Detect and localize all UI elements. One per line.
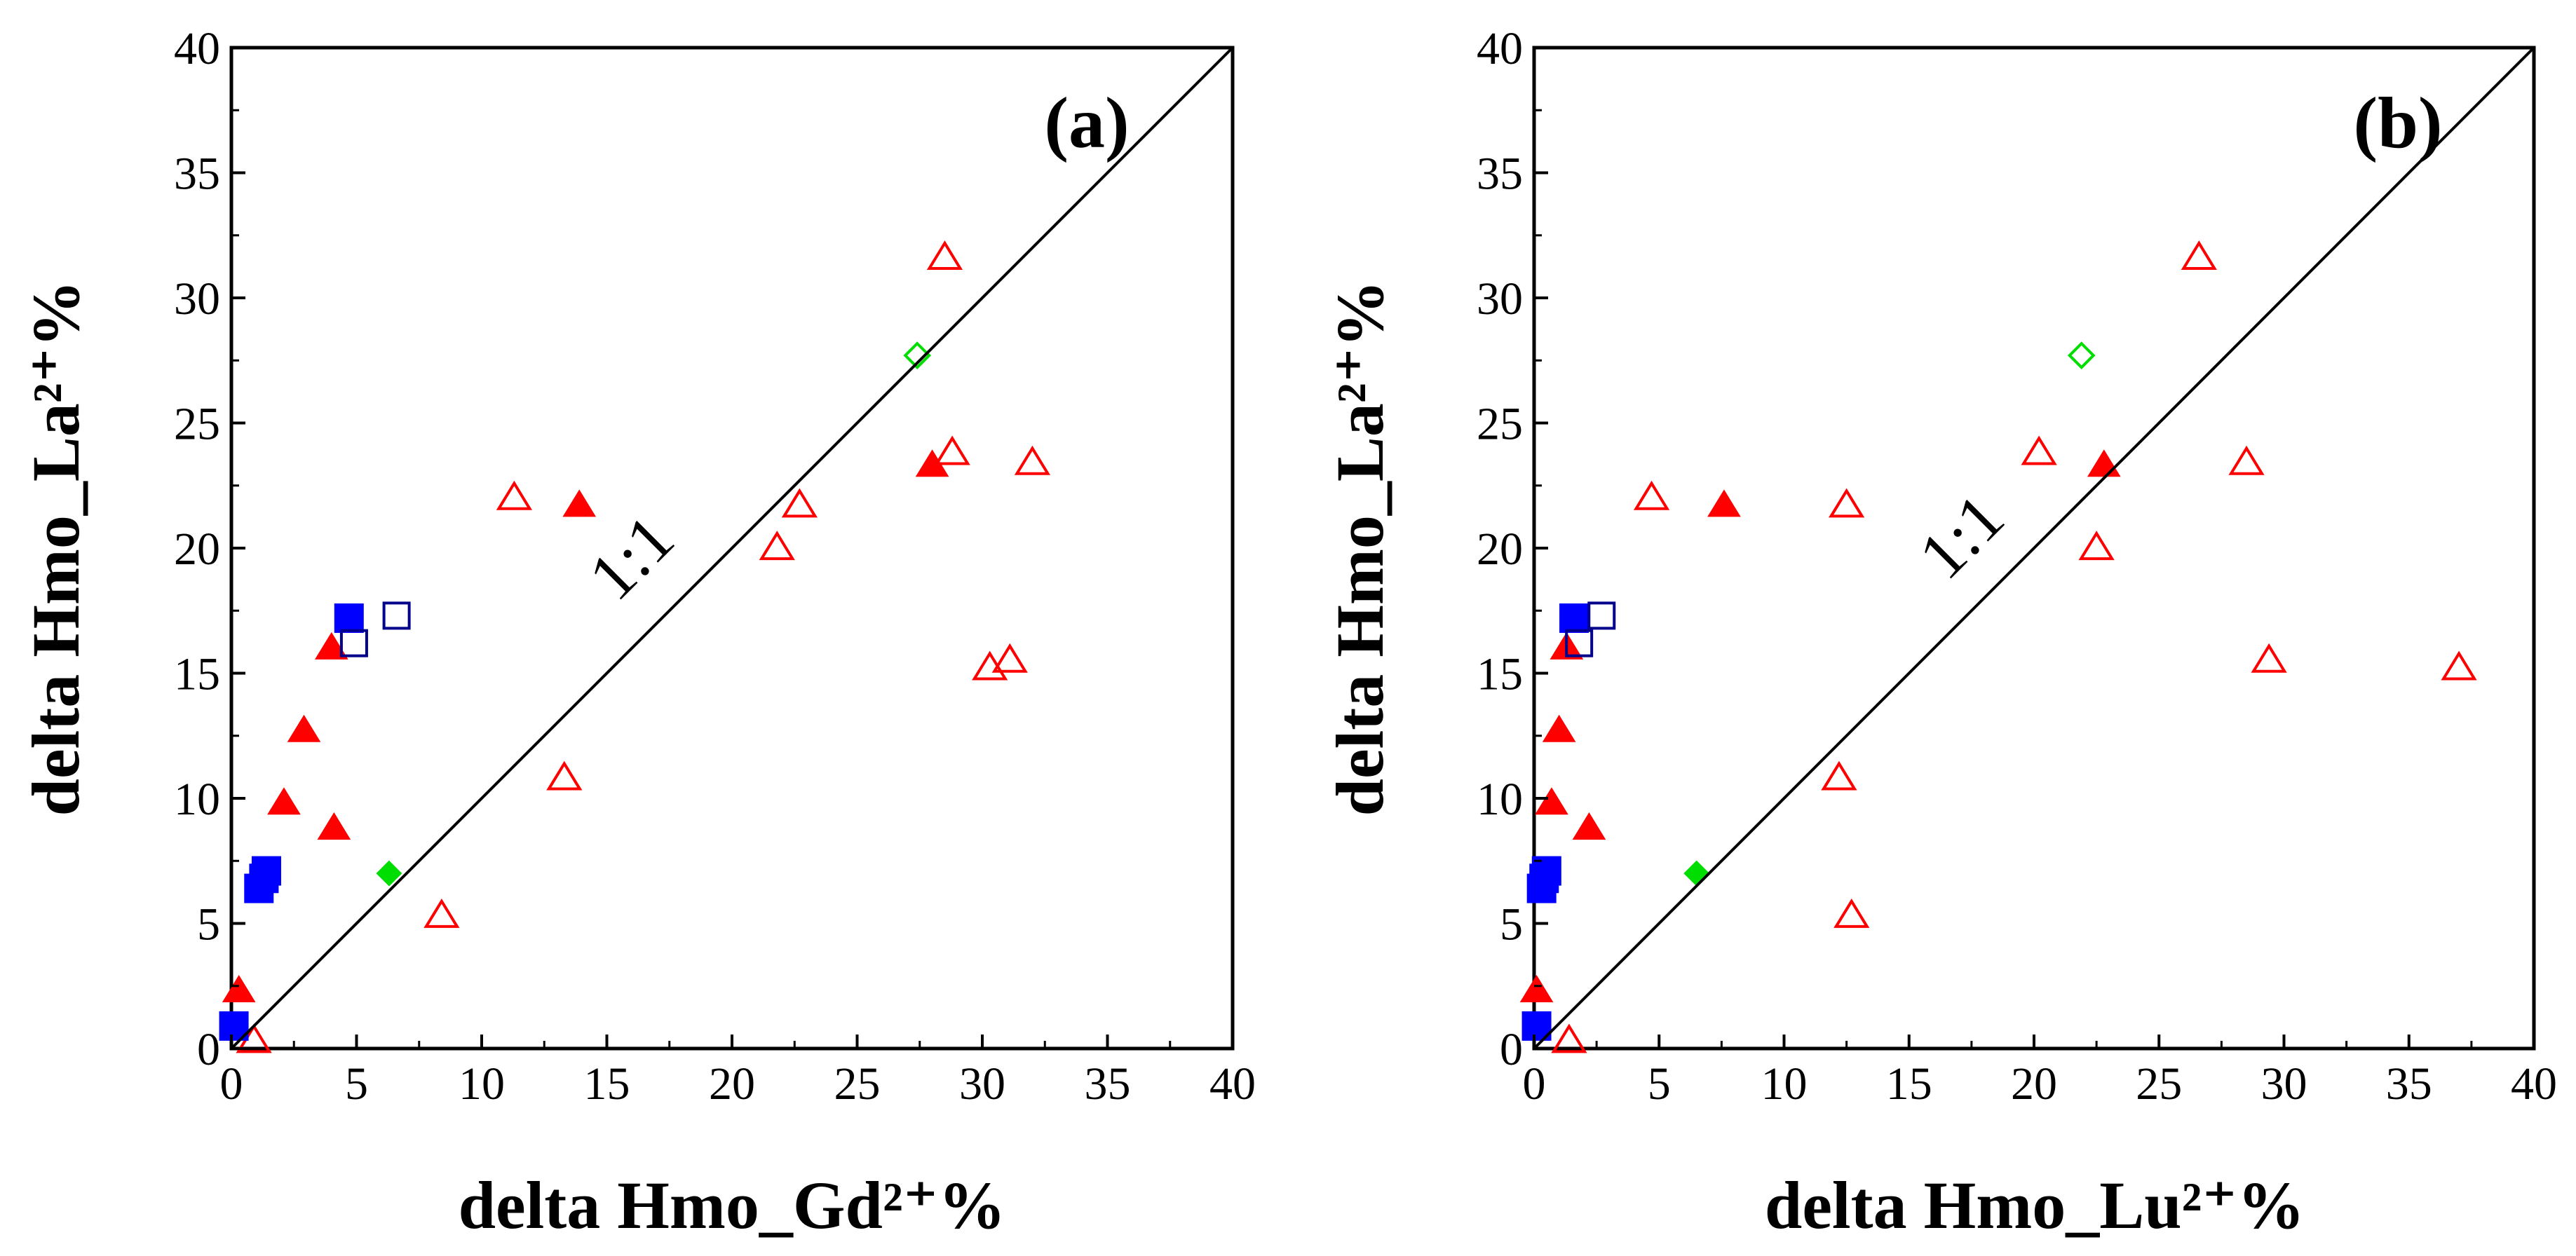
filled-triangle-marker <box>1542 714 1576 742</box>
filled-square-marker <box>1559 603 1589 633</box>
x-tick-label: 5 <box>345 1058 368 1110</box>
open-triangle-marker <box>546 760 583 791</box>
filled-triangle-marker <box>1519 974 1554 1003</box>
y-axis-title: delta Hmo_La²⁺% <box>18 280 93 817</box>
data-points <box>219 240 1051 1053</box>
open-triangle-marker <box>991 643 1028 673</box>
y-tick-label: 25 <box>174 399 220 450</box>
filled-triangle-marker <box>317 812 351 840</box>
open-triangle-marker <box>423 898 460 928</box>
axis-ticks: 0 5 10 15 20 25 30 35 40 0 5 10 15 20 25 30 35 40 <box>1477 23 2557 1110</box>
y-tick-label: 15 <box>1477 649 1523 700</box>
open-triangle-marker <box>1014 445 1051 475</box>
y-tick-label: 40 <box>1477 23 1523 74</box>
open-square-marker <box>339 629 368 657</box>
x-tick-label: 25 <box>834 1058 881 1110</box>
filled-diamond-marker <box>1683 860 1710 887</box>
y-tick-label: 10 <box>174 774 220 825</box>
open-triangle-marker <box>1633 480 1670 510</box>
x-tick-label: 15 <box>1886 1058 1932 1110</box>
filled-square-marker <box>251 856 281 886</box>
y-tick-label: 0 <box>1500 1024 1523 1075</box>
open-triangle-marker <box>1821 760 1857 791</box>
y-tick-label: 20 <box>174 524 220 575</box>
reference-line-label: 1:1 <box>574 500 688 614</box>
open-triangle-marker <box>926 240 963 270</box>
y-tick-label: 5 <box>1500 899 1523 950</box>
open-square-marker <box>382 601 411 630</box>
open-triangle-marker <box>496 480 533 510</box>
data-points <box>1519 240 2477 1053</box>
x-tick-label: 0 <box>1523 1058 1546 1110</box>
x-tick-label: 15 <box>584 1058 630 1110</box>
open-diamond-marker <box>2067 341 2096 369</box>
filled-triangle-marker <box>314 632 348 660</box>
open-triangle-marker <box>2441 650 2477 681</box>
x-tick-label: 40 <box>2511 1058 2557 1110</box>
x-tick-label: 5 <box>1648 1058 1671 1110</box>
open-triangle-marker <box>2181 240 2217 270</box>
axis-ticks: 0 5 10 15 20 25 30 35 40 0 5 10 15 20 25 30 35 40 <box>174 23 1256 1110</box>
x-tick-label: 0 <box>220 1058 243 1110</box>
y-tick-label: 30 <box>1477 273 1523 325</box>
open-triangle-marker <box>2021 435 2057 465</box>
filled-square-marker <box>219 1011 249 1041</box>
filled-triangle-marker <box>1535 787 1568 815</box>
y-tick-label: 10 <box>1477 774 1523 825</box>
open-triangle-marker <box>934 435 970 465</box>
open-triangle-marker <box>781 488 818 518</box>
x-tick-label: 10 <box>459 1058 505 1110</box>
panel-label: (a) <box>1044 83 1129 163</box>
x-tick-label: 10 <box>1761 1058 1808 1110</box>
panel-label: (b) <box>2353 83 2442 163</box>
x-axis-title: delta Hmo_Gd²⁺% <box>459 1168 1006 1243</box>
open-triangle-marker <box>972 650 1008 681</box>
filled-triangle-marker <box>267 787 301 815</box>
filled-triangle-marker <box>222 974 256 1003</box>
y-tick-label: 5 <box>197 899 220 950</box>
open-triangle-marker <box>759 531 795 561</box>
y-tick-label: 15 <box>174 649 220 700</box>
filled-diamond-marker <box>376 860 402 887</box>
y-axis-title: delta Hmo_La²⁺% <box>1322 280 1397 817</box>
filled-triangle-marker <box>287 714 321 742</box>
y-tick-label: 40 <box>174 23 220 74</box>
panel-a: 0 5 10 15 20 25 30 35 40 0 5 10 15 20 25 30 35 40 1:1 (a)… <box>18 23 1256 1243</box>
y-tick-label: 35 <box>174 149 220 200</box>
open-triangle-marker <box>1551 1023 1587 1053</box>
panel-b: 0 5 10 15 20 25 30 35 40 0 5 10 15 20 25 30 35 40 1:1 (b)… <box>1322 23 2557 1243</box>
reference-line-1to1 <box>230 46 1234 1050</box>
x-tick-label: 25 <box>2136 1058 2182 1110</box>
reference-line-label: 1:1 <box>1904 479 2018 593</box>
y-tick-label: 35 <box>1477 149 1523 200</box>
open-triangle-marker <box>2078 531 2115 561</box>
filled-triangle-marker <box>562 489 597 517</box>
filled-triangle-marker <box>1572 812 1606 840</box>
x-tick-label: 20 <box>709 1058 755 1110</box>
y-tick-label: 30 <box>174 273 220 325</box>
filled-triangle-marker <box>2087 449 2121 477</box>
filled-square-marker <box>334 603 364 633</box>
filled-triangle-marker <box>1707 489 1741 517</box>
x-tick-label: 35 <box>1085 1058 1131 1110</box>
x-tick-label: 35 <box>2386 1058 2432 1110</box>
y-tick-label: 20 <box>1477 524 1523 575</box>
x-tick-label: 30 <box>2261 1058 2307 1110</box>
reference-line-1to1 <box>1533 46 2535 1050</box>
open-triangle-marker <box>2228 445 2265 475</box>
open-triangle-marker <box>1833 898 1870 928</box>
y-tick-label: 0 <box>197 1024 220 1075</box>
x-tick-label: 30 <box>959 1058 1005 1110</box>
open-triangle-marker <box>2251 643 2287 673</box>
x-tick-label: 40 <box>1209 1058 1256 1110</box>
open-triangle-marker <box>1829 488 1865 518</box>
y-tick-label: 25 <box>1477 399 1523 450</box>
x-tick-label: 20 <box>2011 1058 2057 1110</box>
open-square-marker <box>1587 601 1616 630</box>
open-diamond-marker <box>903 341 932 369</box>
x-axis-title: delta Hmo_Lu²⁺% <box>1765 1168 2305 1243</box>
open-square-marker <box>1565 629 1594 657</box>
